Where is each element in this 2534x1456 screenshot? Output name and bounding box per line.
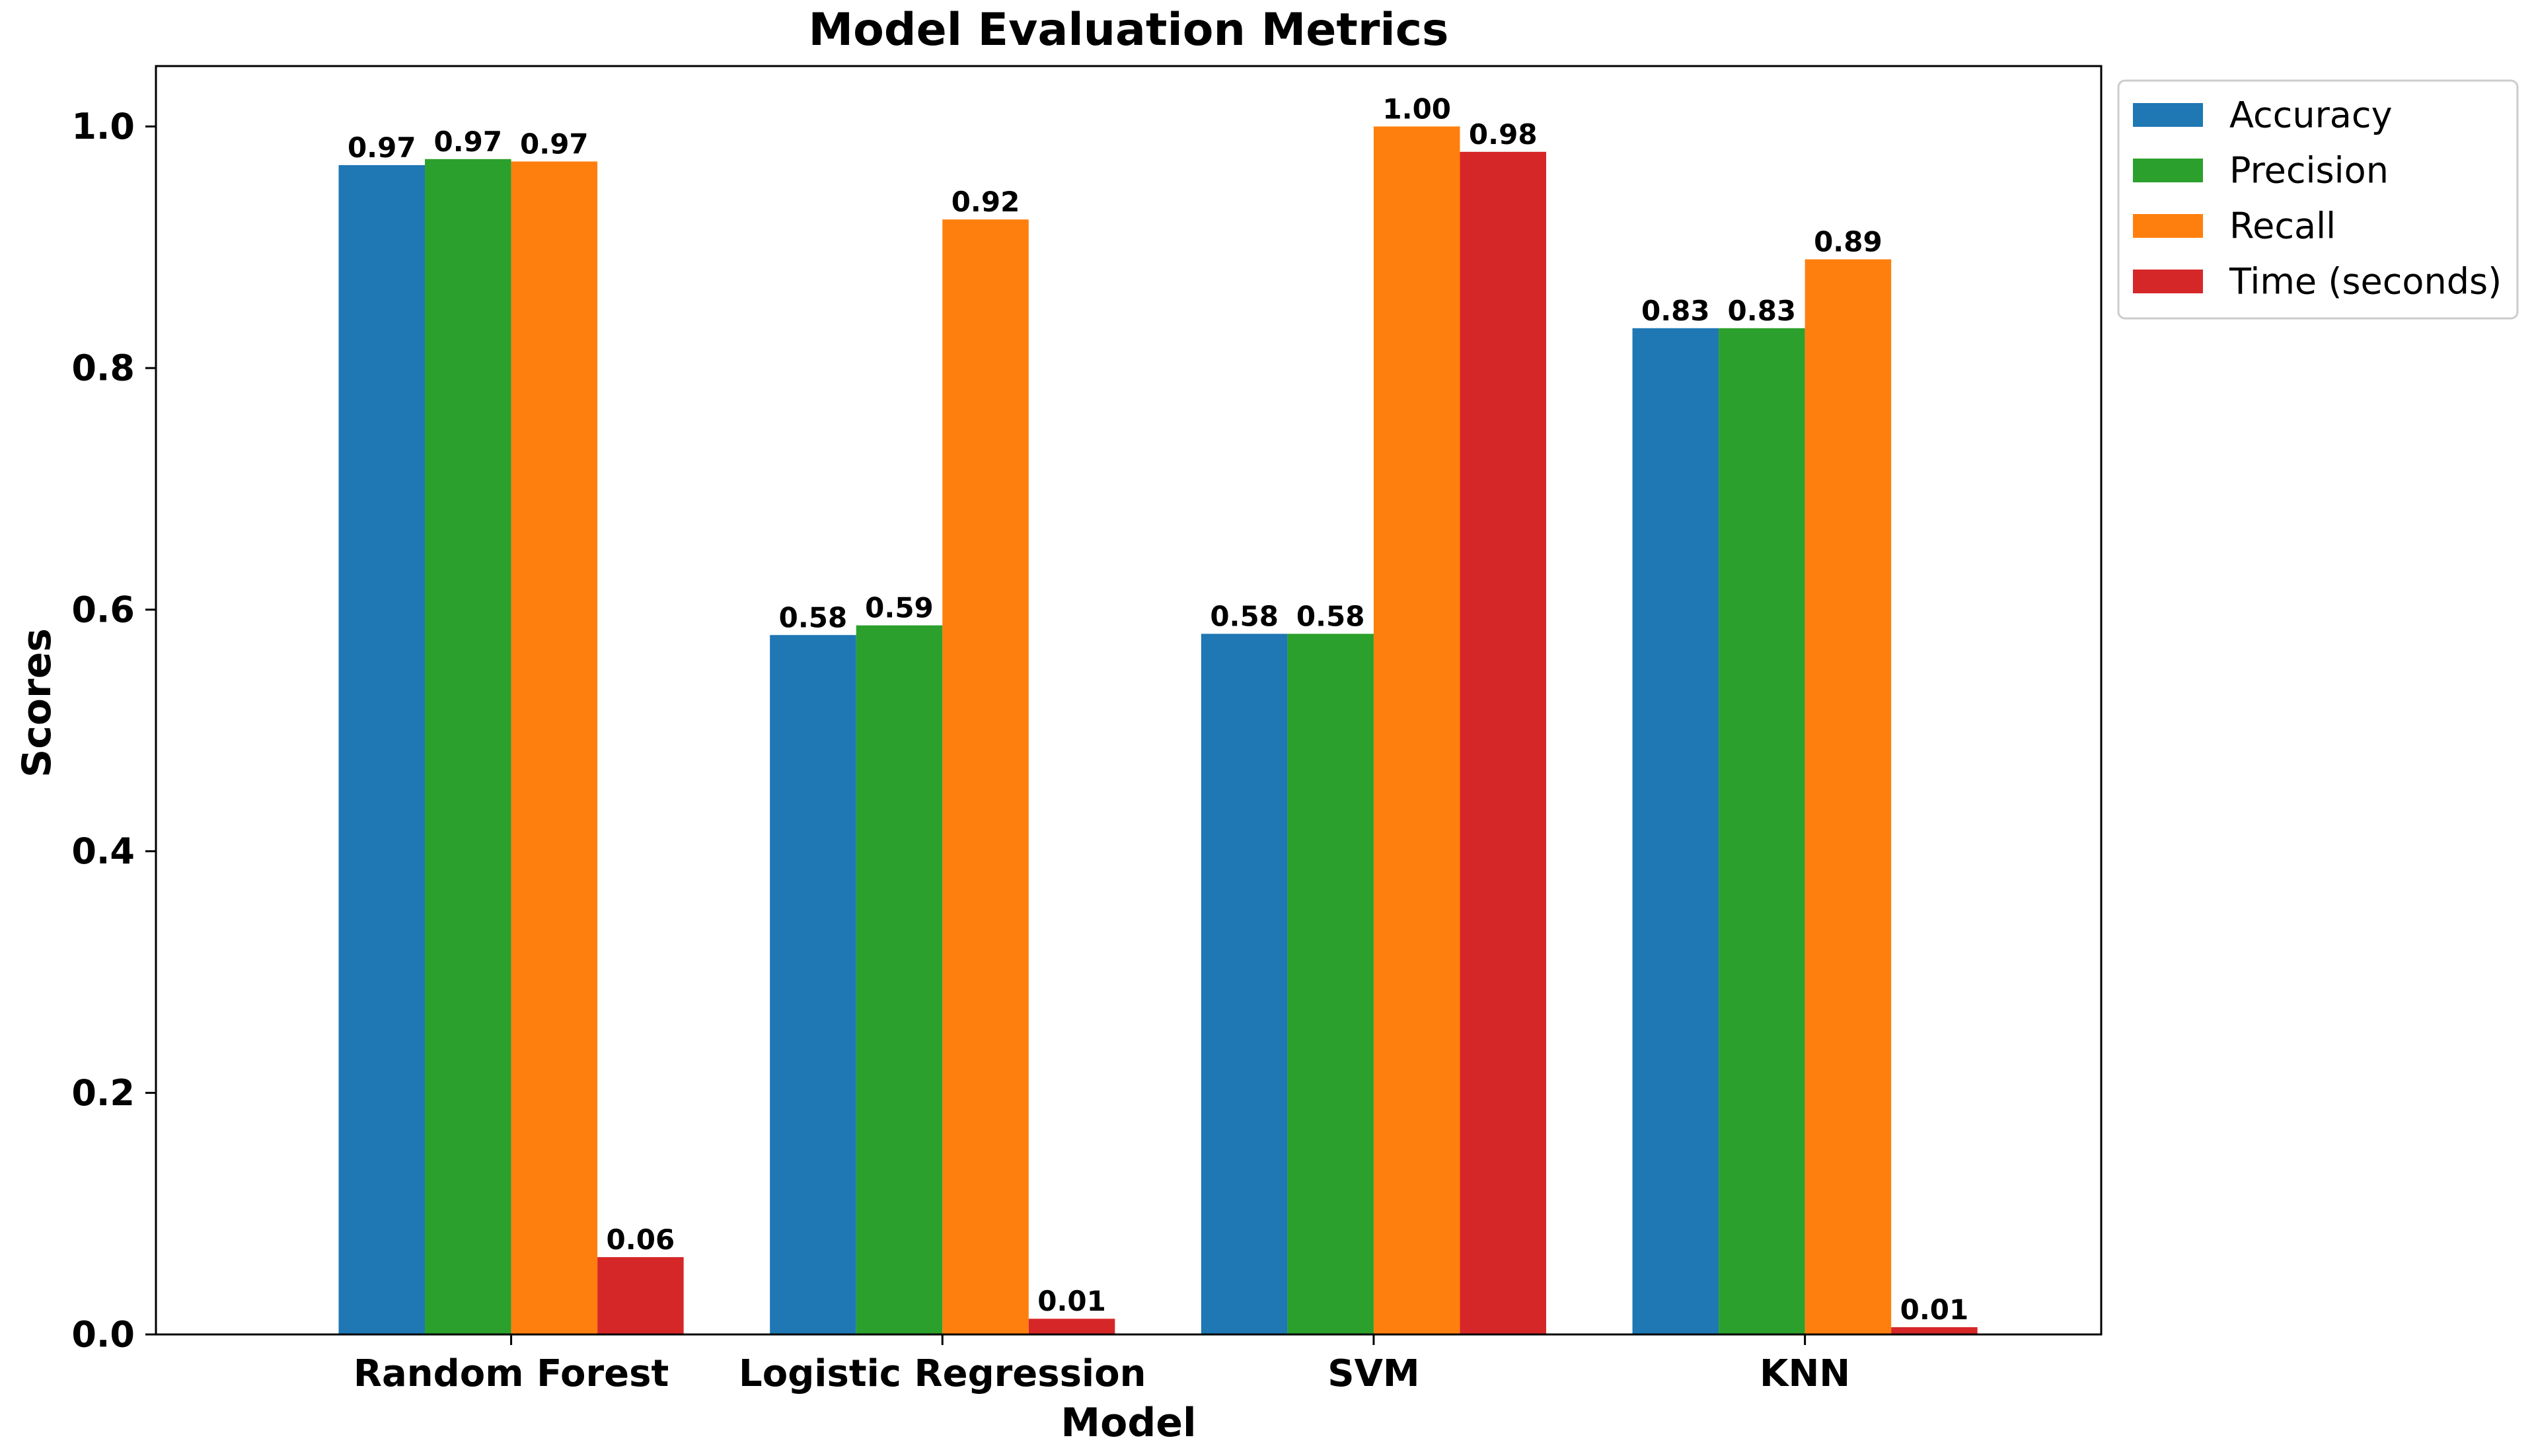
bar-value-label: 0.98 — [1469, 118, 1538, 151]
legend-label: Accuracy — [2229, 94, 2393, 136]
bar-recall-3 — [1373, 126, 1460, 1334]
bar-value-label: 1.00 — [1382, 92, 1451, 125]
bar-labels-layer: 0.97 0.58 0.58 0.83 0.97 0.59 0.58 0.83 0.97 0.92… — [348, 92, 1968, 1326]
y-axis-label: Scores — [14, 628, 60, 778]
y-tick-label: 0.0 — [71, 1314, 135, 1356]
bar-time-seconds-2 — [1028, 1319, 1115, 1334]
bar-value-label: 0.01 — [1900, 1293, 1969, 1326]
legend-swatch — [2133, 270, 2203, 293]
bar-recall-1 — [511, 161, 598, 1334]
plot-area-frame — [155, 65, 2103, 1336]
bar-value-label: 0.83 — [1728, 295, 1797, 327]
bar-accuracy-4 — [1632, 328, 1719, 1334]
bars-layer — [338, 126, 1978, 1335]
bar-value-label: 0.58 — [1210, 600, 1279, 632]
bar-time-seconds-3 — [1460, 151, 1547, 1334]
y-axis: 0.0 0.2 0.4 0.6 0.8 1.0 — [71, 106, 156, 1356]
legend-swatch — [2133, 214, 2203, 238]
legend-label: Precision — [2229, 150, 2389, 192]
bar-time-seconds-1 — [597, 1256, 684, 1334]
legend-swatch — [2133, 159, 2203, 182]
x-tick-label: KNN — [1760, 1352, 1850, 1395]
y-tick-label: 1.0 — [71, 106, 135, 147]
bar-value-label: 0.58 — [1296, 600, 1365, 632]
y-tick-label: 0.2 — [71, 1072, 135, 1114]
bar-accuracy-1 — [338, 164, 426, 1334]
bar-recall-2 — [942, 219, 1029, 1335]
bar-precision-2 — [856, 625, 943, 1334]
legend: Accuracy Precision Recall Time (seconds) — [2117, 79, 2519, 320]
bar-value-label: 0.83 — [1641, 295, 1710, 327]
x-tick-label: Random Forest — [354, 1352, 669, 1395]
bar-value-label: 0.01 — [1037, 1285, 1106, 1317]
legend-swatch — [2133, 103, 2203, 127]
bar-value-label: 0.06 — [607, 1223, 675, 1256]
bar-precision-1 — [425, 159, 511, 1334]
bar-value-label: 0.97 — [348, 131, 416, 164]
chart-title: Model Evaluation Metrics — [809, 4, 1449, 56]
x-tick-label: Logistic Regression — [739, 1352, 1146, 1395]
y-tick-label: 0.8 — [71, 347, 135, 389]
bar-accuracy-3 — [1201, 634, 1288, 1334]
bar-value-label: 0.92 — [951, 186, 1020, 218]
bar-accuracy-2 — [770, 635, 856, 1335]
bar-value-label: 0.58 — [779, 601, 848, 634]
bar-time-seconds-4 — [1891, 1327, 1978, 1334]
legend-label: Recall — [2229, 205, 2336, 247]
legend-frame — [2117, 79, 2519, 320]
bar-precision-3 — [1287, 634, 1374, 1334]
x-axis: Random Forest Logistic Regression SVM KNN — [354, 1334, 1850, 1395]
bar-value-label: 0.59 — [865, 592, 934, 624]
bar-value-label: 0.97 — [520, 127, 589, 160]
x-tick-label: SVM — [1327, 1352, 1419, 1395]
bar-precision-4 — [1719, 328, 1805, 1334]
y-tick-label: 0.6 — [71, 589, 135, 630]
bar-value-label: 0.97 — [433, 126, 502, 158]
x-axis-label: Model — [1061, 1400, 1196, 1446]
bar-value-label: 0.89 — [1814, 226, 1882, 258]
y-tick-label: 0.4 — [71, 830, 135, 872]
legend-label: Time (seconds) — [2229, 261, 2502, 303]
bar-recall-4 — [1805, 259, 1892, 1335]
